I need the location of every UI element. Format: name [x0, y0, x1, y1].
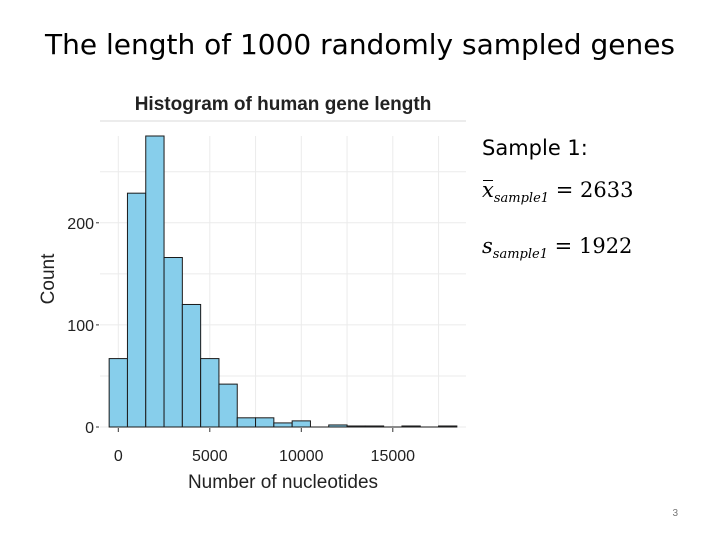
histogram-bar	[126, 192, 147, 428]
histogram-bar	[291, 420, 311, 428]
chart-title: Histogram of human gene length	[135, 94, 432, 115]
y-tick-label: 200	[67, 216, 94, 233]
sample-mean: xsample1 = 2633	[482, 178, 633, 206]
histogram-bar	[145, 135, 165, 428]
x-tick-label: 15000	[371, 448, 416, 465]
histogram-bar	[346, 425, 366, 428]
x-tick-label: 5000	[192, 448, 228, 465]
histogram-bar	[236, 417, 257, 428]
sample-stats: Sample 1: xsample1 = 2633 ssample1 = 192…	[482, 136, 633, 262]
y-axis-label: Count	[38, 253, 59, 304]
histogram-bar	[181, 303, 202, 428]
histogram-bar	[218, 383, 238, 428]
histogram-bar	[328, 424, 348, 428]
slide-title: The length of 1000 randomly sampled gene…	[44, 28, 676, 61]
histogram-bar	[200, 358, 220, 428]
sd-subscript: sample1	[492, 247, 548, 262]
bars	[108, 135, 458, 428]
x-tick-label: 0	[114, 448, 123, 465]
mean-value: 2633	[580, 178, 634, 202]
histogram-bar	[255, 417, 275, 428]
x-axis-label: Number of nucleotides	[188, 472, 378, 493]
mean-subscript: sample1	[493, 191, 550, 206]
sd-symbol: s	[482, 234, 493, 258]
equals-sign: =	[554, 234, 573, 258]
histogram-bar	[364, 425, 385, 428]
histogram-bar	[108, 358, 128, 428]
histogram-bar	[401, 425, 421, 428]
sample-sd: ssample1 = 1922	[482, 234, 632, 262]
sample-label: Sample 1:	[482, 136, 588, 160]
histogram-bar	[438, 425, 458, 428]
histogram-bar	[273, 422, 293, 428]
y-tick-label: 0	[85, 420, 94, 437]
axes: 0 100 200 0 5000 10000 15000	[67, 216, 415, 465]
x-tick-label: 10000	[279, 448, 324, 465]
equals-sign: =	[555, 178, 574, 202]
y-tick-label: 100	[67, 318, 94, 335]
histogram-bar	[163, 257, 183, 428]
sd-value: 1922	[578, 234, 633, 258]
histogram-chart: Histogram of human gene length 0 100 200 0 5…	[38, 94, 466, 493]
page-number: 3	[672, 508, 678, 519]
mean-symbol: x	[482, 178, 494, 202]
